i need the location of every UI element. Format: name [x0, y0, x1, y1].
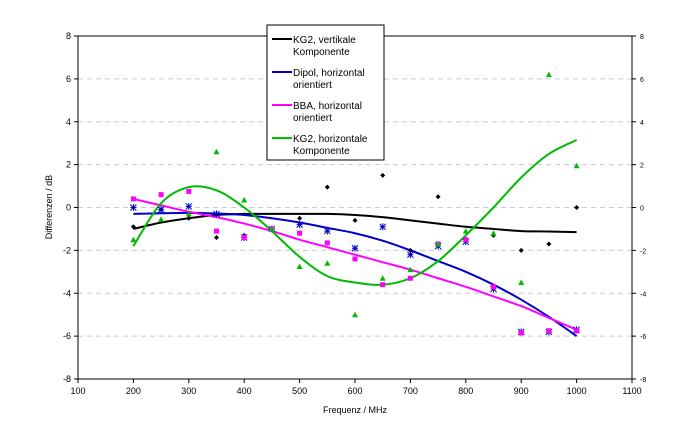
y-tick-label: -8: [63, 374, 71, 384]
data-point-square: [324, 240, 330, 246]
data-point-star: [407, 251, 414, 259]
data-point-diamond: [214, 235, 219, 241]
data-point-square: [186, 188, 192, 194]
legend: KG2, vertikale Komponente Dipol, horizonta…: [266, 24, 385, 161]
legend-label: KG2, vertikale Komponente: [293, 35, 356, 58]
data-point-diamond: [546, 241, 552, 247]
data-point-triangle: [518, 279, 525, 286]
data-point-square: [546, 328, 552, 334]
data-point-diamond: [380, 172, 386, 178]
data-point-triangle: [213, 148, 220, 155]
data-point-triangle: [573, 162, 580, 169]
y-tick-label-right: -2: [640, 248, 646, 255]
data-point-square: [130, 196, 136, 202]
data-point-star: [213, 210, 220, 218]
data-point-triangle: [130, 236, 137, 243]
y-axis-label: Differenzen / dB: [44, 175, 54, 239]
data-point-star: [296, 221, 303, 229]
y-tick-label-right: 0: [640, 206, 644, 213]
data-point-triangle: [241, 196, 248, 203]
y-tick-label-right: -6: [640, 334, 646, 341]
series-kg2-horizontale-komponente: [130, 71, 580, 318]
data-point-square: [574, 328, 580, 334]
legend-label: Dipol, horizontal orientiert: [293, 68, 365, 91]
data-point-triangle: [185, 210, 192, 217]
data-point-triangle: [324, 260, 331, 266]
data-point-diamond: [130, 224, 136, 230]
data-point-diamond: [407, 247, 413, 253]
data-point-diamond: [297, 215, 303, 221]
data-point-triangle: [158, 216, 165, 222]
fit-line-kg2-horizontale-komponente: [132, 139, 578, 286]
data-point-triangle: [545, 71, 552, 78]
data-point-diamond: [324, 184, 330, 190]
legend-label: KG2, horizontale Komponente: [293, 134, 368, 157]
x-tick-label: 200: [126, 386, 141, 396]
y-tick-label: -6: [63, 331, 71, 341]
data-point-square: [352, 256, 358, 262]
y-tick-label: -2: [63, 245, 71, 255]
data-point-triangle: [268, 225, 275, 232]
data-point-star: [157, 206, 165, 214]
x-tick-label: 700: [403, 386, 418, 396]
y-tick-label-right: 4: [640, 120, 644, 127]
legend-label: BBA, horizontal orientiert: [293, 101, 362, 124]
data-point-star: [130, 204, 137, 211]
y-tick-label-right: -4: [640, 291, 646, 298]
x-tick-label: 500: [292, 386, 307, 396]
data-point-diamond: [574, 205, 580, 210]
data-point-diamond: [518, 247, 524, 253]
x-tick-label: 900: [514, 386, 529, 396]
data-point-triangle: [296, 263, 303, 269]
data-point-triangle: [407, 266, 414, 273]
y-tick-label: 6: [66, 74, 71, 84]
x-tick-label: 1100: [622, 386, 641, 396]
y-tick-label-right: 2: [640, 163, 644, 170]
y-tick-label-right: -8: [640, 377, 646, 384]
data-point-square: [214, 228, 219, 234]
y-tick-label: 8: [66, 31, 71, 41]
data-point-square: [463, 237, 469, 243]
y-tick-label: -4: [63, 288, 71, 298]
fit-line-dipol-horizontal-orientiert: [133, 211, 578, 337]
x-tick-label: 300: [181, 386, 196, 396]
data-point-diamond: [186, 215, 192, 221]
y-tick-label-right: 8: [640, 34, 644, 41]
y-tick-label: 2: [66, 160, 71, 170]
data-point-triangle: [490, 230, 497, 236]
fit-line-kg2-vertikale-komponente: [133, 212, 577, 234]
y-tick-label: 0: [66, 203, 71, 213]
data-point-square: [158, 192, 164, 198]
y-tick-label: 4: [66, 117, 71, 127]
data-point-star: [379, 223, 387, 231]
data-point-triangle: [352, 311, 358, 318]
data-point-square: [518, 330, 524, 336]
x-tick-label: 1000: [567, 386, 587, 396]
data-point-square: [491, 284, 496, 290]
fit-line-bba-horizontal-orientiert: [133, 197, 577, 331]
data-point-square: [380, 282, 386, 288]
x-tick-label: 400: [237, 386, 252, 396]
data-point-square: [241, 235, 247, 241]
data-point-star: [185, 202, 193, 210]
y-tick-label-right: 6: [640, 77, 644, 84]
data-point-square: [407, 275, 413, 281]
data-point-square: [297, 230, 303, 236]
data-point-diamond: [352, 217, 358, 223]
data-point-diamond: [435, 194, 441, 200]
data-point-triangle: [435, 240, 442, 247]
data-point-triangle: [379, 275, 386, 281]
x-axis-label: Frequenz / MHz: [323, 405, 388, 415]
x-tick-label: 800: [458, 386, 473, 396]
x-tick-label: 100: [70, 386, 85, 396]
x-tick-label: 600: [347, 386, 362, 396]
data-point-star: [323, 227, 331, 235]
data-point-star: [351, 244, 359, 252]
data-point-triangle: [462, 228, 469, 234]
